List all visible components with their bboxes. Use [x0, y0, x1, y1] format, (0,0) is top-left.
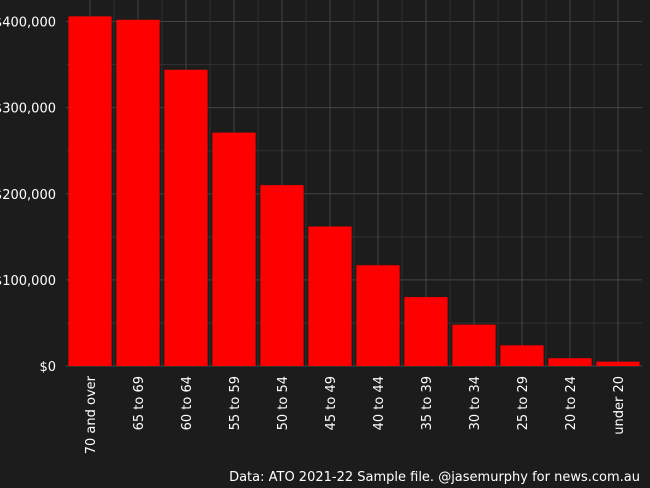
- x-tick-label: 20 to 24: [564, 376, 579, 430]
- x-tick-label: 25 to 29: [516, 376, 531, 430]
- x-tick-label: 50 to 54: [276, 376, 291, 430]
- bar-70-and-over: [68, 16, 112, 366]
- y-tick-label: $300,000: [0, 102, 56, 117]
- x-tick-label: 30 to 34: [468, 376, 483, 430]
- y-tick-label: $400,000: [0, 16, 56, 31]
- bars: [68, 16, 640, 366]
- bar-60-to-64: [164, 69, 208, 366]
- y-tick-label: $100,000: [0, 274, 56, 289]
- y-tick-label: $0: [39, 360, 56, 375]
- bar-40-to-44: [356, 265, 400, 366]
- bar-30-to-34: [452, 324, 496, 366]
- bar-45-to-49: [308, 226, 352, 366]
- x-tick-label: 35 to 39: [420, 376, 435, 430]
- x-tick-label: under 20: [612, 376, 627, 435]
- y-axis-ticks: $0 $100,000 $200,000 $300,000 $400,000: [0, 16, 56, 375]
- y-tick-label: $200,000: [0, 188, 56, 203]
- x-tick-label: 65 to 69: [132, 376, 147, 430]
- source-note: Data: ATO 2021-22 Sample file. @jasemurp…: [229, 470, 640, 485]
- bar-50-to-54: [260, 185, 304, 366]
- bar-under-20: [596, 361, 640, 366]
- x-tick-label: 45 to 49: [324, 376, 339, 430]
- bar-25-to-29: [500, 345, 544, 366]
- x-tick-label: 55 to 59: [228, 376, 243, 430]
- bar-20-to-24: [548, 358, 592, 366]
- bar-55-to-59: [212, 132, 256, 366]
- x-tick-label: 70 and over: [84, 375, 99, 454]
- x-axis-ticks: 70 and over 65 to 69 60 to 64 55 to 59 50 to…: [84, 375, 627, 454]
- x-tick-label: 60 to 64: [180, 376, 195, 430]
- bar-35-to-39: [404, 297, 448, 366]
- x-tick-label: 40 to 44: [372, 376, 387, 430]
- bar-65-to-69: [116, 19, 160, 366]
